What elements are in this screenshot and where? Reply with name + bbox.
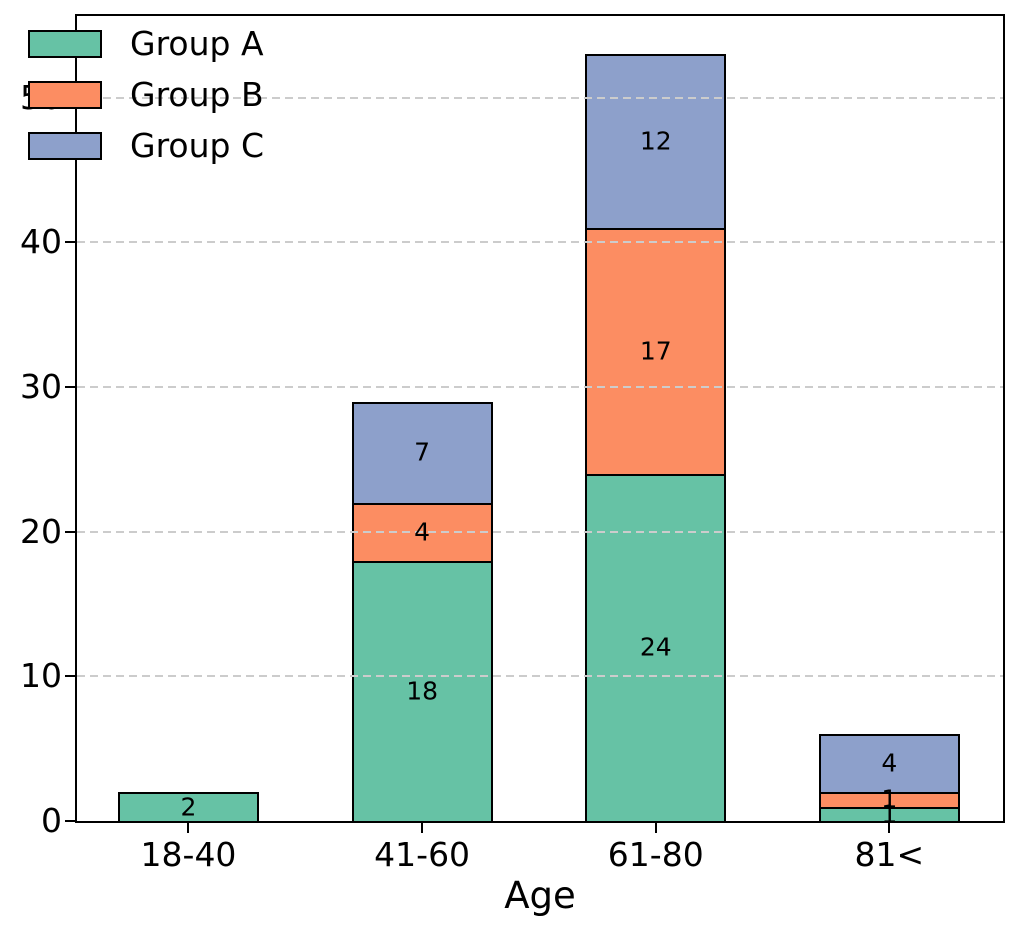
y-tick-mark	[65, 820, 75, 822]
y-tick-label: 0	[41, 801, 62, 840]
legend-swatch	[28, 80, 102, 109]
bar-segment-label: 1	[881, 784, 898, 814]
bar-segment	[585, 227, 727, 474]
bar-segment	[585, 54, 727, 228]
x-tick-mark	[888, 823, 891, 833]
bar-segment-label: 7	[414, 437, 431, 467]
x-tick-mark	[421, 823, 424, 833]
bar-segment-label: 12	[639, 126, 672, 156]
x-axis-title: Age	[504, 874, 576, 917]
x-tick-label: 41-60	[374, 835, 471, 874]
legend-item: Group A	[28, 18, 264, 69]
y-tick-label: 30	[20, 367, 62, 407]
y-tick-label: 40	[20, 222, 62, 262]
y-tick-mark	[65, 386, 75, 389]
bar-segment	[818, 792, 960, 807]
bar-segment-label: 4	[414, 517, 431, 547]
y-tick-mark	[65, 241, 75, 244]
x-tick-mark	[187, 823, 190, 833]
plot-area: 2 18 4 7 24 17 12 1 1 4	[75, 14, 1005, 829]
gridline	[77, 530, 1003, 533]
x-tick-label: 81<	[854, 835, 925, 874]
gridline	[77, 96, 1003, 99]
gridline	[77, 241, 1003, 244]
bar-segment-label: 4	[881, 748, 898, 778]
x-tick-label: 61-80	[607, 835, 704, 874]
bar-segment	[818, 734, 960, 793]
legend-label: Group C	[130, 126, 264, 165]
y-tick-label: 10	[20, 656, 62, 696]
legend-item: Group B	[28, 69, 264, 120]
bar-segment-label: 2	[180, 792, 197, 822]
legend-label: Group A	[130, 24, 264, 63]
bar-segment	[351, 560, 493, 821]
legend-swatch	[28, 131, 102, 160]
x-tick-label: 18-40	[140, 835, 237, 874]
gridline	[77, 386, 1003, 389]
y-tick-mark	[65, 530, 75, 533]
bar-segment-label: 1	[881, 799, 898, 829]
legend-swatch	[28, 29, 102, 58]
legend-item: Group C	[28, 120, 264, 171]
bar-segment	[117, 792, 259, 821]
bar-segment-label: 18	[406, 676, 439, 706]
y-tick-label: 20	[20, 511, 62, 551]
bar-segment-label: 24	[639, 632, 672, 662]
x-tick-mark	[654, 823, 657, 833]
legend: Group A Group B Group C	[28, 18, 264, 171]
bar-segment	[818, 806, 960, 821]
bar-segment-label: 17	[639, 336, 672, 366]
bar-segment	[351, 401, 493, 503]
legend-label: Group B	[130, 75, 264, 114]
y-tick-mark	[65, 675, 75, 678]
gridline	[77, 675, 1003, 678]
